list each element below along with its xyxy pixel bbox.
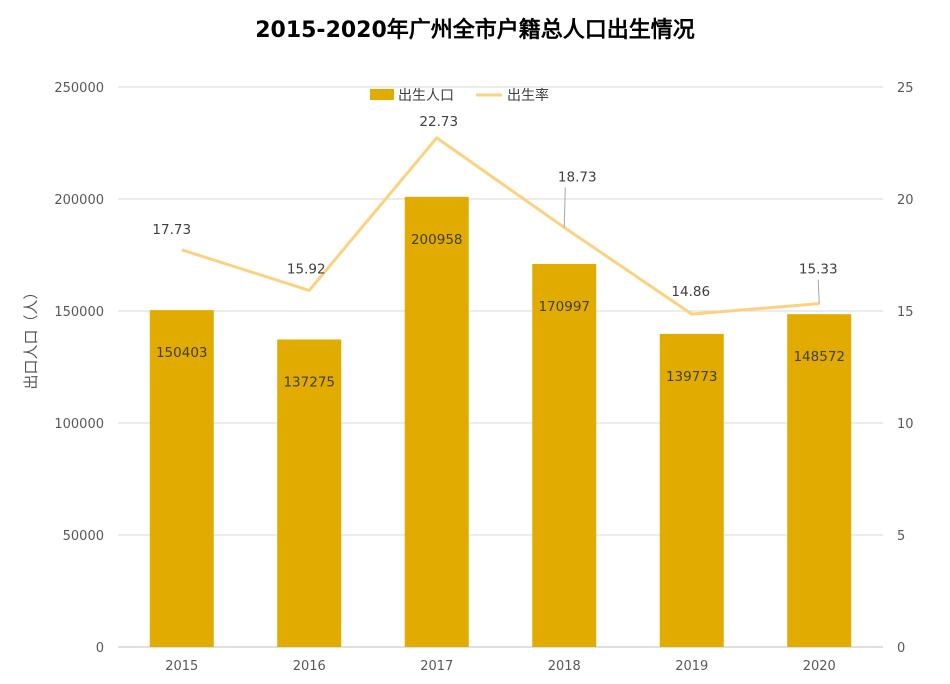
bar: [277, 339, 342, 647]
bar-value-label: 139773: [666, 369, 718, 385]
y-tick-label: 200000: [54, 193, 104, 208]
y2-tick-label: 25: [897, 81, 914, 96]
y-tick-label: 0: [96, 641, 104, 656]
y-tick-label: 50000: [63, 529, 104, 544]
bar: [659, 333, 724, 647]
line-value-label: 15.92: [287, 261, 326, 277]
chart-title: 2015-2020年广州全市户籍总人口出生情况: [255, 18, 695, 43]
legend-label: 出生率: [507, 87, 549, 104]
bar: [532, 263, 597, 647]
x-tick-label: 2017: [420, 659, 453, 674]
line-value-label: 17.73: [152, 222, 191, 238]
y-tick-label: 100000: [54, 417, 104, 432]
bar-value-label: 200958: [411, 232, 463, 248]
line-value-label: 15.33: [799, 262, 838, 278]
bar: [787, 314, 852, 647]
legend-label: 出生人口: [398, 88, 454, 104]
legend: 出生人口 出生率: [370, 87, 549, 104]
data-labels: 150403 137275 200958 170997 139773 148572 17.7…: [152, 114, 845, 391]
bar-value-label: 137275: [283, 375, 335, 391]
line-value-label: 22.73: [419, 114, 458, 130]
legend-bar-swatch: [370, 89, 394, 100]
label-leader-line: [817, 279, 820, 304]
bar-value-label: 148572: [793, 349, 845, 365]
bar: [149, 310, 214, 647]
gridlines: [118, 86, 883, 648]
y2-tick-label: 10: [897, 417, 914, 432]
line-value-label: 18.73: [558, 169, 597, 185]
line-series: [181, 136, 820, 316]
x-tick-label: 2016: [293, 659, 326, 674]
y-axis-label: 出口人口（人）: [22, 284, 40, 389]
line-path: [181, 136, 820, 316]
x-tick-label: 2015: [165, 659, 198, 674]
x-tick-label: 2020: [803, 659, 836, 674]
y-tick-label: 150000: [54, 305, 104, 320]
axes: 0 50000 100000 150000 200000 250000 0 5 10 15 20 25…: [22, 81, 914, 674]
y2-tick-label: 15: [897, 305, 914, 320]
bar-value-label: 150403: [156, 345, 208, 361]
y2-tick-label: 20: [897, 193, 914, 208]
bar: [404, 196, 469, 648]
x-tick-label: 2018: [548, 659, 581, 674]
x-tick-label: 2019: [675, 659, 708, 674]
bar-value-label: 170997: [538, 299, 590, 315]
label-leader-line: [563, 187, 566, 228]
y2-tick-label: 5: [897, 529, 905, 544]
bar-series: [149, 196, 852, 648]
y-tick-label: 250000: [54, 81, 104, 96]
line-value-label: 14.86: [671, 284, 710, 300]
y2-tick-label: 0: [897, 641, 905, 656]
